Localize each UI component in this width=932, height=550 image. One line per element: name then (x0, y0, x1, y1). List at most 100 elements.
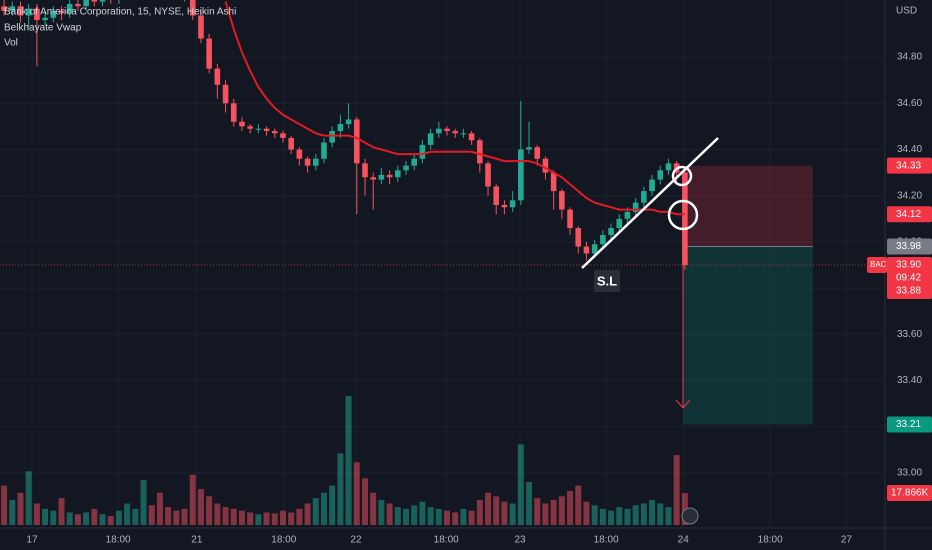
candle-body (337, 124, 344, 132)
candle-body (247, 126, 253, 129)
candle-body (608, 228, 614, 235)
volume-bar (411, 505, 418, 525)
volume-bar (403, 508, 410, 525)
candle-body (550, 172, 557, 192)
candle-body (42, 17, 48, 21)
target-zone (683, 246, 813, 425)
y-tick-label: 34.40 (897, 144, 922, 155)
indicator-name: Belkhayate Vwap (4, 23, 82, 34)
volume-bar (206, 496, 213, 525)
candle-body (214, 68, 221, 85)
volume-bar (247, 512, 254, 525)
volume-bar (476, 499, 483, 525)
arrow-head (675, 399, 691, 409)
candle-body (321, 142, 327, 159)
volume-bar (657, 503, 664, 525)
candle-body (230, 103, 237, 122)
price-badge (887, 157, 932, 174)
volume-bar (337, 453, 344, 525)
price-pane (0, 0, 885, 270)
countdown-text: 09:42 (896, 273, 921, 284)
volume-bar (599, 508, 606, 525)
volume-bar (361, 478, 368, 525)
last-price-badge (887, 257, 932, 288)
candle-body (378, 174, 385, 180)
candle-body (280, 133, 286, 138)
price-badge-text: 34.33 (896, 160, 921, 171)
volume-bar (230, 508, 237, 525)
circle-marker (671, 165, 693, 187)
candle-body (542, 158, 549, 173)
candle-body (386, 174, 393, 178)
stop-zone (683, 165, 813, 247)
volume-bar (526, 481, 533, 525)
price-badge (887, 206, 932, 223)
volume-bar (156, 492, 163, 525)
candle-body (206, 38, 212, 69)
volume-bar (140, 480, 147, 525)
volume-bar (370, 492, 377, 525)
x-tick-label: 27 (841, 535, 853, 546)
candle-body (394, 170, 401, 178)
volume-bar (435, 508, 442, 525)
volume-bar (238, 510, 245, 525)
candle-body (575, 228, 582, 247)
candle-body (83, 0, 89, 7)
candle-body (370, 177, 376, 180)
volume-bar (197, 489, 204, 525)
volume-bar (509, 503, 516, 525)
volume-bar (181, 508, 188, 525)
candle-body (411, 158, 418, 166)
candle-body (641, 191, 647, 203)
price-badge-text: 33.98 (896, 241, 921, 252)
volume-bar (42, 508, 49, 525)
x-tick-label: 18:00 (106, 535, 131, 546)
volume-bar (296, 508, 303, 525)
candle-body (468, 133, 475, 141)
y-tick-label: 34.60 (897, 98, 922, 109)
candle-body (616, 218, 623, 229)
x-tick-label: 18:00 (758, 535, 783, 546)
volume-bar (91, 508, 98, 525)
volume-bar (591, 505, 598, 525)
candle-body (1, 6, 7, 11)
volume-pane (1, 395, 688, 525)
volume-bar (558, 496, 565, 525)
x-tick-label: 18:00 (271, 535, 296, 546)
candle-body (583, 246, 590, 254)
circle-marker (667, 199, 699, 231)
last-price-text: 33.90 (896, 260, 921, 271)
candle-body (649, 179, 655, 192)
volume-bar (616, 507, 623, 525)
position-tool (683, 165, 813, 425)
volume-bar (452, 512, 459, 525)
x-tick-label: 21 (191, 535, 203, 546)
price-badge-text: 33.21 (896, 419, 921, 430)
volume-bar (534, 498, 541, 525)
volume-bar (608, 510, 615, 525)
volume-bar (320, 492, 327, 525)
volume-bar (649, 499, 656, 525)
y-tick-label: 34.80 (897, 52, 922, 63)
x-tick-label: 23 (514, 535, 526, 546)
volume-bar (33, 503, 40, 525)
vwap-line (224, 1, 685, 216)
alert-icon[interactable] (681, 507, 699, 525)
y-tick-label: 33.00 (897, 468, 922, 479)
candle-body (17, 6, 24, 16)
drawings: S.L (581, 137, 719, 525)
candle-body (222, 84, 229, 104)
volume-bar (255, 514, 262, 525)
candle-body (329, 131, 335, 143)
volume-bar (501, 501, 508, 525)
candle-body (362, 163, 368, 178)
volume-bar (271, 513, 278, 525)
volume-bar (394, 507, 401, 525)
volume-bar (665, 507, 672, 525)
volume-bar (444, 510, 451, 525)
volume-bar (50, 510, 57, 525)
volume-bar (681, 492, 688, 525)
candle-body (66, 3, 73, 14)
